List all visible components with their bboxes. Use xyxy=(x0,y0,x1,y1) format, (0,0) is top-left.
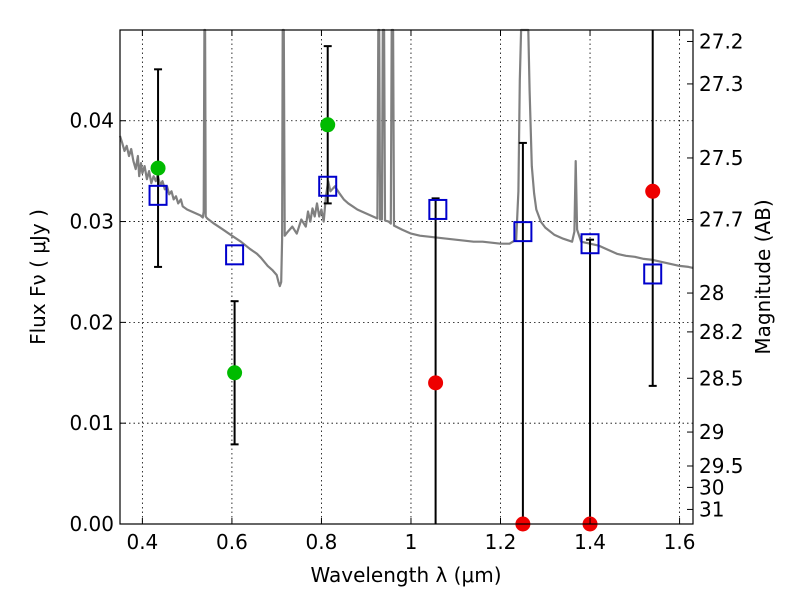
model-photometry-box xyxy=(643,263,663,285)
photometry-point xyxy=(150,160,166,176)
grid-lines xyxy=(120,30,693,524)
x-tick-label: 0.8 xyxy=(306,530,338,554)
magnitude-tick-label: 27.7 xyxy=(699,208,744,232)
x-axis-ticks: 0.4 0.6 0.8 1 1.2 1.4 1.6 xyxy=(126,30,695,554)
photometry-point xyxy=(320,117,336,133)
photometry-point xyxy=(645,183,661,199)
model-photometry-box xyxy=(148,184,168,206)
error-bars-layer xyxy=(154,30,657,524)
model-spectrum-line xyxy=(118,28,694,288)
magnitude-tick-label: 31 xyxy=(699,497,724,521)
magnitude-tick-label: 28.5 xyxy=(699,366,744,390)
y-axis-ticks: 0.00 0.01 0.02 0.03 0.04 xyxy=(69,109,126,536)
magnitude-tick-label: 28.2 xyxy=(699,320,744,344)
photometry-point xyxy=(428,375,444,391)
model-photometry-box xyxy=(580,233,600,255)
y-tick-label: 0.03 xyxy=(69,210,114,234)
x-tick-label: 0.6 xyxy=(216,530,248,554)
model-photometry-box xyxy=(225,244,245,266)
magnitude-axis-label: Magnitude (AB) xyxy=(751,199,775,354)
y-axis-label: Flux Fν ( μJy ) xyxy=(26,209,50,345)
magnitude-tick-label: 27.3 xyxy=(699,72,744,96)
model-spectrum-layer xyxy=(118,28,694,288)
y-tick-label: 0.01 xyxy=(69,411,114,435)
magnitude-tick-label: 30 xyxy=(699,475,724,499)
magnitude-tick-label: 29 xyxy=(699,420,724,444)
x-tick-label: 0.4 xyxy=(126,530,158,554)
x-tick-label: 1.6 xyxy=(664,530,696,554)
x-tick-label: 1.2 xyxy=(485,530,517,554)
y-tick-label: 0.02 xyxy=(69,310,114,334)
magnitude-tick-label: 28 xyxy=(699,281,724,305)
observed-photometry-layer xyxy=(150,117,661,532)
photometry-point xyxy=(227,365,243,381)
plot-frame xyxy=(119,29,694,525)
x-tick-label: 1 xyxy=(405,530,418,554)
magnitude-tick-label: 29.5 xyxy=(699,454,744,478)
model-photometry-box xyxy=(513,221,533,243)
x-tick-label: 1.4 xyxy=(574,530,606,554)
magnitude-tick-label: 27.5 xyxy=(699,146,744,170)
model-photometry-box xyxy=(428,198,448,220)
y-tick-label: 0.04 xyxy=(69,109,114,133)
magnitude-tick-label: 27.2 xyxy=(699,29,744,53)
y-tick-label: 0.00 xyxy=(69,512,114,536)
x-axis-label: Wavelength λ (μm) xyxy=(310,563,501,587)
model-photometry-box xyxy=(318,175,338,197)
model-photometry-layer xyxy=(148,175,663,285)
